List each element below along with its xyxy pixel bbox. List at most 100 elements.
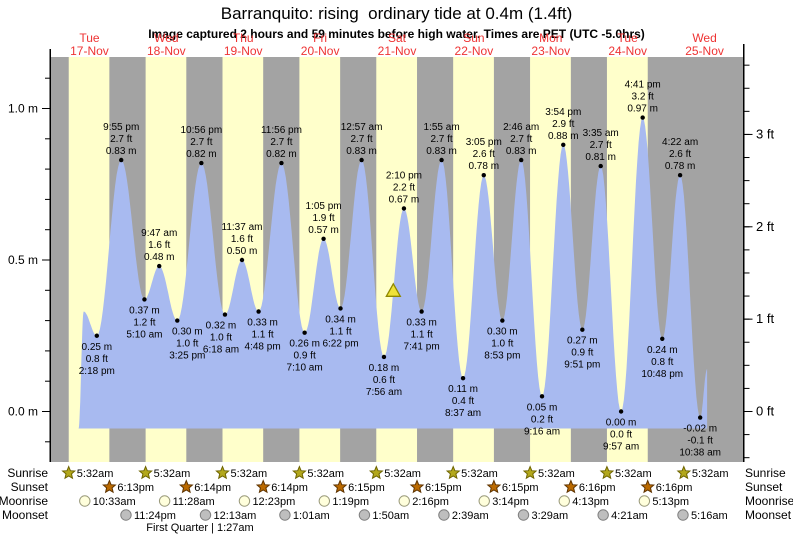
low-tide-label-line: 0.33 m [406, 318, 437, 329]
tide-extreme-dot [598, 163, 603, 169]
astro-rows: Sunrise Sunrise 5:32am 5:32am 5:32am 5:32am 5:… [0, 465, 793, 522]
capture-note: Image captured 2 hours and 59 minutes be… [148, 27, 645, 41]
high-tide-label-line: 2.7 ft [110, 134, 132, 145]
astro-event-time: 2:39am [452, 510, 489, 522]
astro-row-label-left: Sunrise [7, 466, 48, 480]
low-tide-label-line: 0.26 m [289, 339, 320, 350]
moonset-circle-icon [597, 509, 609, 521]
low-tide-label-line: 1.1 ft [329, 326, 351, 337]
tide-extreme-dot [460, 375, 466, 381]
tide-extreme-dot [618, 409, 624, 414]
high-tide-label-line: 0.81 m [585, 152, 616, 163]
right-axis-major-tick [744, 133, 753, 135]
astro-event-time: 5:32am [231, 468, 268, 480]
sunrise-star-icon [292, 465, 307, 480]
high-tide-label-line: 2.7 ft [590, 140, 612, 151]
sunset-star-icon [486, 479, 502, 494]
high-tide-label-line: 3.2 ft [632, 92, 654, 103]
sunset-star-icon [640, 479, 656, 494]
low-tide-label-line: 0.8 ft [651, 357, 673, 368]
astro-event-time: 11:28am [173, 496, 215, 508]
left-axis-major-tick [42, 411, 51, 412]
day-name: Tue [618, 31, 639, 45]
day-name: Sun [463, 31, 484, 45]
astro-row-label-left: Moonrise [0, 494, 48, 508]
low-tide-label-line: 7:56 am [366, 387, 402, 398]
right-axis-minor-tick [744, 295, 750, 297]
day-date: 20-Nov [301, 44, 340, 58]
sunset-star-icon [409, 479, 425, 494]
tide-extreme-dot [539, 394, 545, 399]
astro-event-time: 6:15pm [425, 482, 462, 494]
high-tide-label-line: 1:05 pm [306, 201, 342, 212]
right-axis-major-tick [744, 318, 753, 320]
low-tide-label-line: 8:37 am [445, 408, 481, 419]
right-axis-minor-tick [744, 157, 750, 159]
astro-event-time: 11:24pm [134, 510, 176, 522]
tide-extreme-dot [175, 318, 180, 323]
sunrise-star-icon [676, 465, 692, 480]
astro-event-time: 2:16pm [412, 496, 449, 508]
right-axis-minor-tick [744, 434, 750, 436]
moonrise-circle-icon [638, 495, 651, 507]
sunrise-star-icon [445, 465, 461, 480]
moonrise-circle-icon [318, 495, 331, 507]
tide-extreme-dot [239, 257, 245, 263]
sunrise-star-icon [138, 465, 153, 480]
tide-extreme-dot [677, 172, 683, 178]
low-tide-label-line: 10:48 pm [641, 369, 683, 380]
high-tide-label-line: 0.50 m [227, 246, 258, 257]
low-tide-label-line: 0.34 m [325, 314, 356, 325]
right-axis-minor-tick [744, 387, 750, 389]
left-axis-minor-tick [45, 289, 51, 291]
astro-row-label-left: Sunset [11, 480, 49, 494]
low-tide-label-line: 0.8 ft [86, 354, 108, 365]
astro-event-time: 5:32am [384, 468, 421, 480]
high-tide-label-line: 2.2 ft [393, 182, 415, 193]
high-tide-label-line: 0.82 m [186, 149, 217, 160]
low-tide-label-line: 7:10 am [287, 363, 323, 374]
high-tide-label-line: 12:57 am [341, 122, 383, 133]
sunset-star-icon [332, 479, 348, 494]
low-tide-label-line: 9:51 pm [564, 360, 600, 371]
high-tide-label-line: 1.9 ft [312, 213, 334, 224]
astro-event-time: 5:32am [154, 468, 191, 480]
axes: 1.0 m 0.5 m 0.0 m 3 ft 2 ft 1 ft 0 ft [8, 44, 774, 462]
high-tide-label-line: 0.82 m [266, 149, 297, 160]
sunset-star-icon [178, 479, 194, 494]
astro-event-time: 5:13pm [652, 496, 689, 508]
tide-extreme-dot [381, 354, 387, 360]
left-axis-minor-tick [45, 441, 51, 443]
moonrise-circle-icon [158, 495, 171, 507]
low-tide-label-line: 5:10 am [126, 329, 162, 340]
high-tide-label-line: 9:47 am [141, 228, 177, 239]
high-tide-label-line: 2.7 ft [430, 134, 452, 145]
low-tide-label-line: 0.11 m [448, 384, 478, 395]
astro-event-time: 12:23pm [252, 496, 295, 508]
astro-event-time: 6:15pm [502, 482, 539, 494]
high-tide-label-line: 11:37 am [222, 222, 263, 233]
low-tide-label-line: 1.0 ft [210, 333, 232, 344]
tide-extreme-dot [321, 236, 326, 241]
tide-extreme-dot [302, 330, 307, 335]
astro-event-time: 5:32am [77, 468, 114, 480]
sunrise-star-icon [368, 465, 384, 480]
left-axis-minor-tick [45, 229, 51, 231]
high-tide-label-line: 2.6 ft [473, 149, 495, 160]
right-axis-minor-tick [744, 110, 750, 112]
sunrise-star-icon [522, 465, 538, 480]
tide-extreme-dot [660, 336, 665, 341]
moonrise-circle-icon [238, 495, 251, 507]
astro-event-time: 5:32am [461, 468, 498, 480]
day-date: 25-Nov [685, 44, 724, 58]
astro-event-time: 6:16pm [579, 482, 616, 494]
high-tide-label-line: 0.78 m [665, 161, 696, 172]
tide-extreme-dot [419, 309, 424, 314]
moonrise-circle-icon [478, 495, 490, 507]
sunrise-star-icon [215, 465, 230, 480]
moonset-circle-icon [199, 509, 212, 521]
low-tide-label-line: 0.0 ft [610, 430, 632, 441]
astro-event-time: 5:32am [615, 468, 652, 480]
day-date: 24-Nov [608, 44, 647, 58]
